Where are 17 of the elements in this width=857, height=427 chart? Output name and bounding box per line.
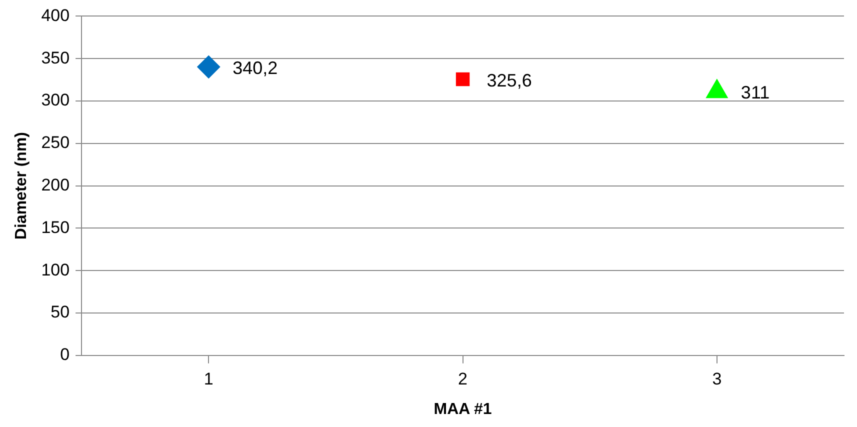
data-label: 340,2 bbox=[232, 58, 278, 78]
data-label: 325,6 bbox=[486, 70, 532, 90]
y-tick-label: 100 bbox=[41, 260, 70, 280]
y-tick-label: 150 bbox=[41, 218, 70, 237]
y-tick-label: 300 bbox=[41, 90, 70, 110]
data-label: 311 bbox=[740, 82, 770, 103]
y-tick-label: 50 bbox=[50, 302, 70, 322]
y-tick-label: 200 bbox=[41, 175, 70, 194]
y-tick-label: 250 bbox=[41, 133, 70, 152]
y-axis-title: Diameter (nm) bbox=[13, 132, 30, 240]
x-tick-label: 1 bbox=[204, 369, 214, 388]
x-tick-label: 3 bbox=[712, 369, 722, 388]
y-tick-label: 400 bbox=[41, 6, 70, 25]
x-axis-title: MAA #1 bbox=[434, 400, 492, 418]
y-tick-label: 0 bbox=[60, 345, 70, 364]
x-tick-label: 2 bbox=[458, 369, 468, 388]
y-tick-label: 350 bbox=[41, 48, 70, 68]
